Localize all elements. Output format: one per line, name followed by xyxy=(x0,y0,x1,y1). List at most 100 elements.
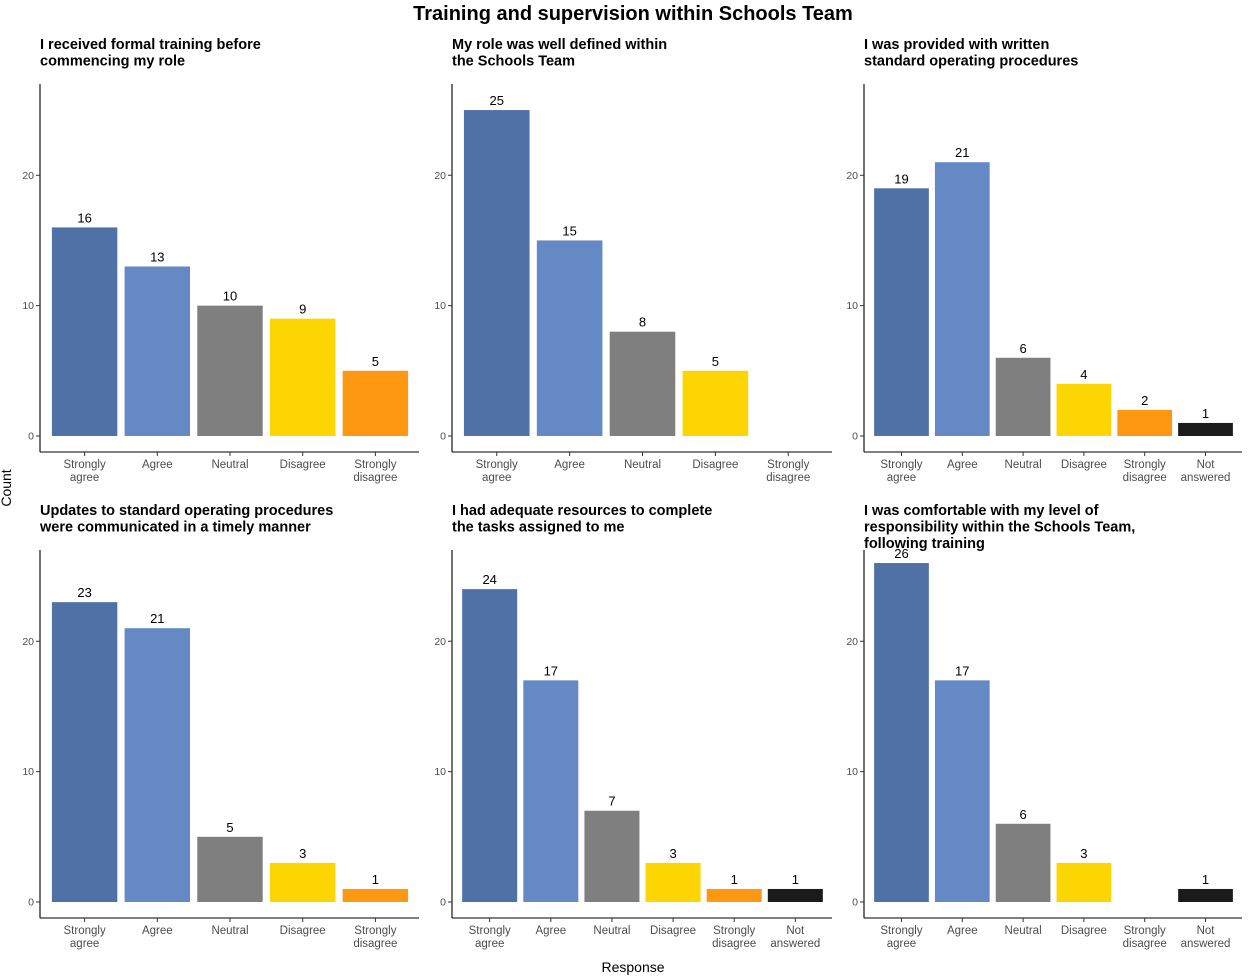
data-label: 5 xyxy=(226,820,233,835)
x-tick-label: Agree xyxy=(142,459,173,471)
bar-agree xyxy=(934,680,990,902)
y-tick-label: 0 xyxy=(852,897,858,909)
y-tick-label: 10 xyxy=(434,766,446,778)
x-tick-label-line: agree xyxy=(475,938,504,950)
x-tick-label-line: Neutral xyxy=(211,459,248,471)
y-tick-label: 10 xyxy=(22,300,34,312)
bar-disagree xyxy=(269,318,336,436)
x-tick-label-line: Strongly xyxy=(354,459,396,471)
x-tick-label-line: Disagree xyxy=(280,459,326,471)
x-tick-label-line: disagree xyxy=(353,472,397,484)
panel-6: I was comfortable with my level of respon… xyxy=(846,503,1242,950)
x-tick-label-line: agree xyxy=(887,472,916,484)
x-tick-label: Strongly agree xyxy=(64,925,106,950)
bar-strongly-agree xyxy=(874,188,929,436)
panel-title: I had adequate resources to complete the … xyxy=(452,503,712,536)
data-label: 24 xyxy=(482,572,496,587)
panel-title-line: I was provided with written xyxy=(864,37,1049,53)
data-label: 5 xyxy=(712,354,719,369)
x-tick-label-line: Neutral xyxy=(1005,925,1042,937)
data-label: 5 xyxy=(372,354,379,369)
x-tick-label-line: agree xyxy=(70,472,99,484)
panel-title: I received formal training before commenc… xyxy=(40,37,261,70)
panel-title-line: My role was well defined within xyxy=(452,37,667,53)
data-label: 21 xyxy=(150,611,164,626)
x-tick-label-line: Not xyxy=(1197,459,1216,471)
data-label: 25 xyxy=(489,93,503,108)
panels-container: I received formal training before commenc… xyxy=(22,37,1242,950)
y-tick-label: 0 xyxy=(440,431,446,443)
data-label: 15 xyxy=(562,223,576,238)
data-label: 13 xyxy=(150,250,164,265)
x-tick-label-line: Not xyxy=(1197,925,1216,937)
bar-disagree xyxy=(1056,862,1112,902)
y-tick-label: 20 xyxy=(846,636,858,648)
panel-title: My role was well defined within the Schoo… xyxy=(452,37,667,70)
bar-disagree xyxy=(682,370,749,436)
bar-not-answered xyxy=(767,888,823,902)
x-tick-label: Strongly disagree xyxy=(353,459,397,484)
data-label: 19 xyxy=(894,171,908,186)
panel-title-line: commencing my role xyxy=(40,54,185,70)
x-tick-label-line: Disagree xyxy=(280,925,326,937)
x-tick-label: Strongly agree xyxy=(469,925,511,950)
x-tick-label-line: disagree xyxy=(766,472,810,484)
panel-title: I was provided with written standard oper… xyxy=(864,37,1078,70)
panel-title-line: I received formal training before xyxy=(40,37,261,53)
y-tick-label: 10 xyxy=(434,300,446,312)
y-tick-label: 0 xyxy=(852,431,858,443)
panel-title-line: I had adequate resources to complete xyxy=(452,503,712,519)
panel-2: My role was well defined within the Schoo… xyxy=(434,37,832,484)
panel-3: I was provided with written standard oper… xyxy=(846,37,1242,484)
data-label: 17 xyxy=(955,663,969,678)
y-axis-title: Count xyxy=(0,469,14,506)
bar-disagree xyxy=(269,862,336,902)
panel-title-line: I was comfortable with my level of xyxy=(864,503,1099,519)
x-tick-label: Strongly disagree xyxy=(1123,925,1167,950)
data-label: 3 xyxy=(669,846,676,861)
x-tick-label-line: Neutral xyxy=(1005,459,1042,471)
x-tick-label-line: answered xyxy=(1181,472,1231,484)
data-label: 3 xyxy=(299,846,306,861)
x-tick-label: Strongly agree xyxy=(476,459,518,484)
bar-strongly-disagree xyxy=(1117,409,1173,436)
data-label: 8 xyxy=(639,315,646,330)
bar-strongly-agree xyxy=(51,227,118,436)
bar-neutral xyxy=(609,331,676,436)
x-tick-label-line: disagree xyxy=(1123,938,1167,950)
y-tick-label: 10 xyxy=(22,766,34,778)
x-tick-label: Strongly disagree xyxy=(353,925,397,950)
data-label: 1 xyxy=(372,872,379,887)
x-tick-label: Agree xyxy=(142,925,173,937)
bar-disagree xyxy=(1056,383,1112,436)
x-tick-label-line: Strongly xyxy=(354,925,396,937)
x-tick-label-line: Disagree xyxy=(650,925,696,937)
x-tick-label-line: Strongly xyxy=(64,459,106,471)
bar-strongly-disagree xyxy=(706,888,762,902)
x-tick-label-line: Strongly xyxy=(64,925,106,937)
x-tick-label: Agree xyxy=(947,925,978,937)
x-tick-label: Neutral xyxy=(1005,459,1042,471)
panel-title: I was comfortable with my level of respon… xyxy=(864,503,1135,552)
data-label: 1 xyxy=(1202,406,1209,421)
y-tick-label: 0 xyxy=(28,897,34,909)
panel-title-line: were communicated in a timely manner xyxy=(39,520,311,536)
bar-strongly-agree xyxy=(874,563,929,902)
panel-title: Updates to standard operating procedures… xyxy=(39,503,333,536)
data-label: 1 xyxy=(731,872,738,887)
bar-neutral xyxy=(197,305,263,436)
x-tick-label-line: Strongly xyxy=(1124,925,1166,937)
bar-agree xyxy=(124,628,191,902)
x-tick-label-line: Strongly xyxy=(767,459,809,471)
bar-strongly-disagree xyxy=(342,888,409,902)
x-tick-label: Agree xyxy=(535,925,566,937)
data-label: 26 xyxy=(894,546,908,561)
x-axis-title: Response xyxy=(601,959,664,975)
x-tick-label: Not answered xyxy=(1181,459,1231,484)
x-tick-label-line: Strongly xyxy=(476,459,518,471)
y-tick-label: 20 xyxy=(22,636,34,648)
x-tick-label: Not answered xyxy=(1181,925,1231,950)
x-tick-label-line: Strongly xyxy=(880,925,922,937)
y-tick-label: 20 xyxy=(846,170,858,182)
x-tick-label-line: Agree xyxy=(535,925,566,937)
